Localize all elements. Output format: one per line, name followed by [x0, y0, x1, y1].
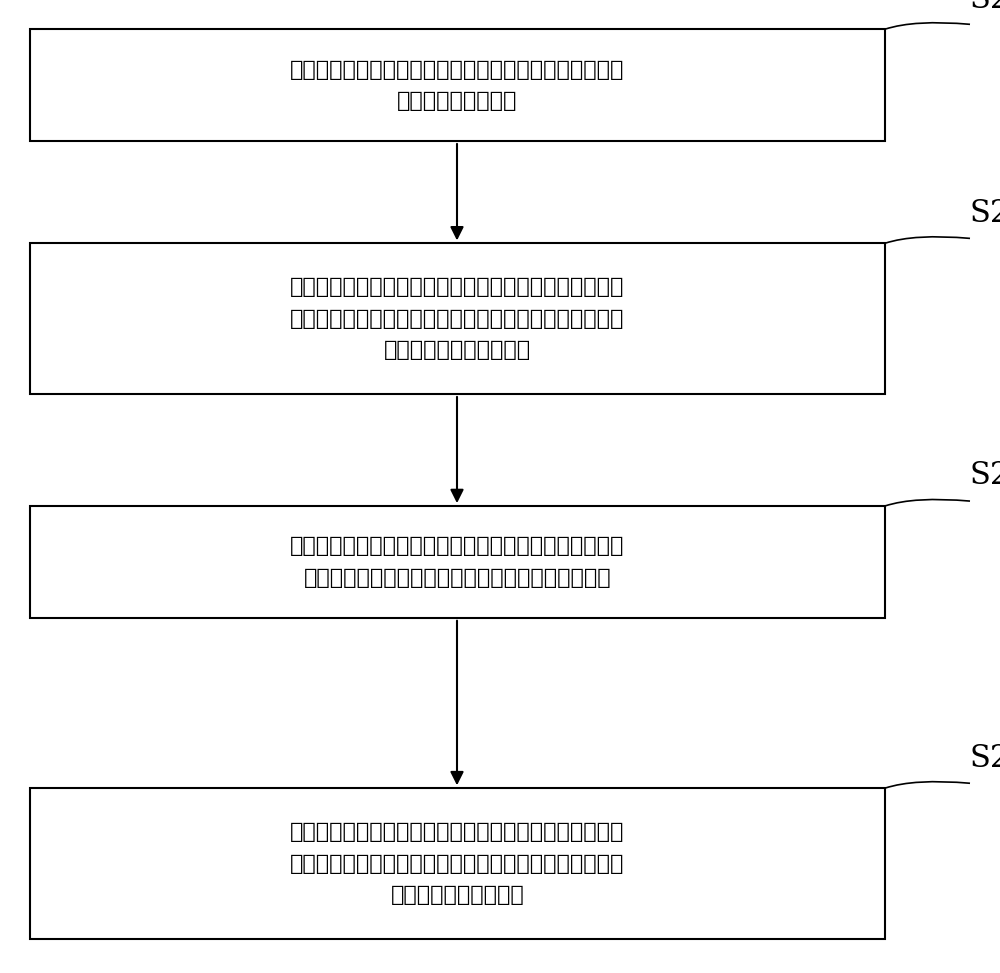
- Text: S204: S204: [970, 742, 1000, 774]
- Bar: [30, 788, 885, 939]
- Text: 根据曲面显示面板的曲面显示区的弯折程度，将曲面显示
面板的曲面显示区划分为多个子区域，确定与各子区域的
弯折程度匹配的倾斜角度: 根据曲面显示面板的曲面显示区的弯折程度，将曲面显示 面板的曲面显示区划分为多个子…: [290, 277, 625, 360]
- Text: 将确定出的第一伽马电压作为曲面显示面板的平面显示区
的伽马电压，并将确定出的各第二伽马电压分别作为对应
的各子区域的伽马电压: 将确定出的第一伽马电压作为曲面显示面板的平面显示区 的伽马电压，并将确定出的各第…: [290, 822, 625, 905]
- Bar: [30, 506, 885, 618]
- Text: 在曲面显示面板的平面显示区水平放置时，确定白平衡状
态下的第一伽马电压: 在曲面显示面板的平面显示区水平放置时，确定白平衡状 态下的第一伽马电压: [290, 59, 625, 111]
- Text: S202: S202: [970, 198, 1000, 229]
- Text: S203: S203: [970, 460, 1000, 491]
- Text: S201: S201: [970, 0, 1000, 15]
- Text: 在曲面显示面板的平面显示区相对于水平放置进行各倾斜
角度的倾斜时，确定白平衡状态下的各第二伽马电压: 在曲面显示面板的平面显示区相对于水平放置进行各倾斜 角度的倾斜时，确定白平衡状态…: [290, 536, 625, 588]
- Bar: [30, 243, 885, 394]
- Bar: [30, 29, 885, 141]
